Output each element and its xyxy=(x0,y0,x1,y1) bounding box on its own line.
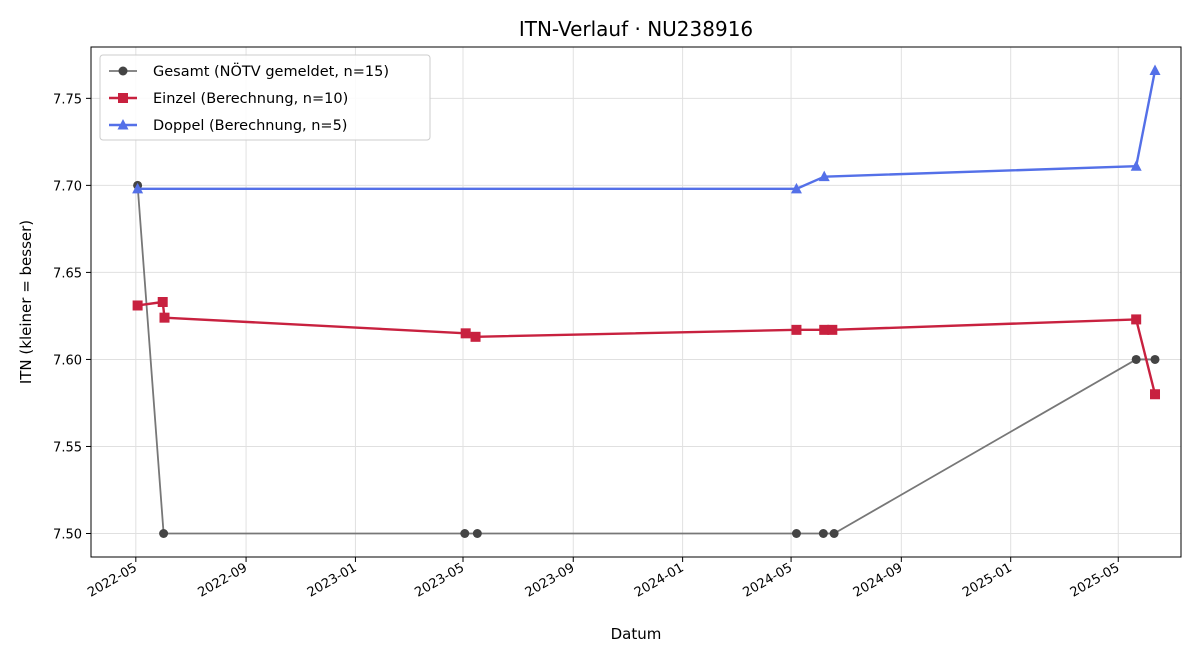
series-square xyxy=(132,297,1161,400)
data-point xyxy=(159,529,169,539)
data-point xyxy=(790,182,802,194)
legend-marker xyxy=(117,119,129,130)
y-tick-label: 7.65 xyxy=(53,266,82,281)
y-tick-label: 7.75 xyxy=(53,92,82,107)
legend-label: Einzel (Berechnung, n=10) xyxy=(153,91,348,107)
series-circle xyxy=(133,180,1160,539)
x-axis-title: Datum xyxy=(611,625,662,643)
x-tick-label: 2023-01 xyxy=(305,560,360,600)
data-point xyxy=(460,328,471,339)
legend: Gesamt (NÖTV gemeldet, n=15) Einzel (Bere… xyxy=(99,54,431,141)
y-tick-label: 7.55 xyxy=(53,440,82,455)
data-point xyxy=(472,529,482,539)
data-point xyxy=(1131,354,1141,364)
y-tick-label: 7.50 xyxy=(53,528,82,543)
x-tick-label: 2024-09 xyxy=(851,560,906,600)
legend-marker xyxy=(118,66,128,76)
chart-title: ITN-Verlauf · NU238916 xyxy=(519,17,753,41)
legend-label: Doppel (Berechnung, n=5) xyxy=(153,118,347,134)
legend-entry: Gesamt (NÖTV gemeldet, n=15) xyxy=(109,62,389,80)
y-axis-title: ITN (kleiner = besser) xyxy=(17,220,35,384)
x-tick-label: 2023-09 xyxy=(523,560,578,600)
y-tick-label: 7.60 xyxy=(53,353,82,368)
data-point xyxy=(1149,64,1161,75)
y-tick-label: 7.70 xyxy=(53,179,82,194)
axes: 2022-05 2022-09 2023-01 2023-05 2023-09 2024-… xyxy=(53,92,1122,600)
data-point xyxy=(470,331,481,342)
data-point xyxy=(818,529,828,539)
data-point xyxy=(1130,160,1142,171)
plot-frame xyxy=(90,46,1182,558)
data-point xyxy=(829,529,839,539)
data-point xyxy=(791,529,801,539)
legend-label: Gesamt (NÖTV gemeldet, n=15) xyxy=(153,62,389,80)
legend-entry: Einzel (Berechnung, n=10) xyxy=(109,91,348,107)
data-point xyxy=(157,297,168,307)
data-point xyxy=(818,170,830,182)
x-tick-label: 2022-05 xyxy=(85,560,140,600)
data-point xyxy=(1131,314,1142,325)
legend-marker xyxy=(118,93,128,103)
data-point xyxy=(132,182,144,194)
data-point xyxy=(1150,389,1161,400)
data-point xyxy=(1150,354,1160,364)
x-tick-label: 2022-09 xyxy=(196,560,251,600)
series-triangle xyxy=(132,64,1161,194)
data-point xyxy=(159,312,170,323)
x-tick-label: 2025-01 xyxy=(960,560,1015,600)
data-point xyxy=(827,324,838,335)
data-point xyxy=(132,300,143,311)
legend-box xyxy=(99,54,431,141)
x-tick-label: 2025-05 xyxy=(1068,560,1123,600)
series-layer xyxy=(132,64,1161,539)
legend-entry: Doppel (Berechnung, n=5) xyxy=(109,118,347,134)
x-tick-label: 2024-05 xyxy=(741,560,796,600)
data-point xyxy=(791,324,802,335)
x-tick-label: 2024-01 xyxy=(632,560,687,600)
data-point xyxy=(460,529,470,539)
x-tick-label: 2023-05 xyxy=(412,560,467,600)
data-point xyxy=(819,324,830,335)
series-line xyxy=(137,300,1157,395)
